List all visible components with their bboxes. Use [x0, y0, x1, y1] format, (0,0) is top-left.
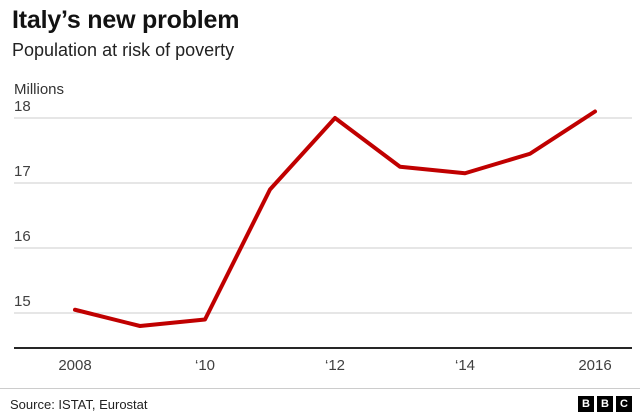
chart-subtitle: Population at risk of poverty [12, 40, 235, 60]
y-axis-unit-label: Millions [14, 81, 64, 98]
source-note: Source: ISTAT, Eurostat [10, 397, 148, 412]
ytick-label: 18 [14, 98, 31, 115]
line-chart: 15 16 17 18 Millions 2008 ‘10 ‘12 ‘14 2016 [0, 70, 640, 380]
xtick-label: ‘14 [455, 357, 475, 374]
bbc-logo-block: B [597, 396, 613, 412]
xtick-label: ‘10 [195, 357, 215, 374]
chart-title: Italy’s new problem [12, 6, 240, 34]
bbc-logo-block: B [578, 396, 594, 412]
xtick-label: 2008 [58, 357, 91, 374]
xtick-label: 2016 [578, 357, 611, 374]
ytick-label: 16 [14, 228, 31, 245]
bbc-logo-block: C [616, 396, 632, 412]
ytick-label: 17 [14, 163, 31, 180]
poverty-series-line [73, 109, 597, 328]
ytick-label: 15 [14, 293, 31, 310]
xtick-label: ‘12 [325, 357, 345, 374]
bbc-logo: B B C [578, 396, 632, 412]
footer: Source: ISTAT, Eurostat B B C [0, 388, 640, 420]
